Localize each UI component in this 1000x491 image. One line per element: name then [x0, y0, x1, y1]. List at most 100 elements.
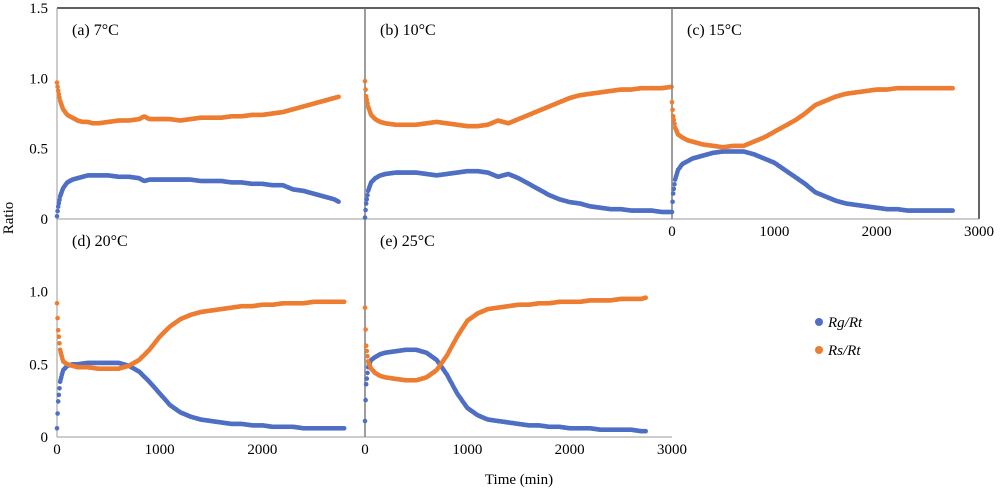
data-point [54, 213, 60, 219]
data-point [363, 94, 369, 99]
y-tick-label: 0 [41, 212, 49, 228]
data-point [55, 399, 61, 404]
panel-label: (e) 25°C [380, 233, 435, 250]
data-point [950, 208, 955, 213]
y-tick-label: 0.5 [29, 142, 48, 158]
y-tick-label: 1.5 [29, 1, 48, 17]
data-point [55, 88, 61, 93]
data-point [336, 199, 341, 204]
data-point [55, 204, 61, 209]
series-rs [54, 299, 347, 372]
data-point [672, 121, 677, 127]
data-point [363, 207, 368, 213]
data-point [672, 182, 677, 187]
data-point [55, 327, 61, 333]
data-point [363, 397, 368, 403]
data-point [669, 209, 675, 215]
panel-label: (c) 15°C [687, 22, 742, 39]
data-point [365, 100, 370, 106]
series-rg [669, 149, 955, 215]
x-tick-label: 1000 [759, 224, 789, 240]
data-point [336, 94, 341, 100]
data-point [56, 334, 62, 340]
data-point [362, 215, 368, 220]
data-point [57, 341, 62, 346]
data-point [362, 418, 368, 424]
data-point [670, 113, 676, 119]
series-rg [54, 173, 341, 219]
data-point [54, 426, 60, 431]
x-tick-label: 1000 [145, 442, 175, 458]
data-point [55, 208, 60, 214]
series-rg [362, 168, 674, 220]
series-rs [669, 85, 955, 150]
panel-label: (d) 20°C [72, 233, 128, 250]
x-tick-label: 3000 [964, 224, 994, 240]
data-point [670, 199, 675, 205]
data-point [57, 197, 62, 203]
x-axis-title: Time (min) [485, 472, 553, 488]
panel-label: (a) 7°C [72, 22, 119, 39]
data-point [950, 85, 955, 91]
data-point [364, 376, 370, 381]
data-point [365, 353, 370, 359]
series-rs [54, 80, 341, 126]
x-tick-label: 2000 [247, 442, 277, 458]
legend-marker-rs [815, 346, 823, 354]
series-rg [54, 360, 347, 431]
data-point [362, 78, 368, 84]
data-point [363, 201, 369, 206]
data-point [364, 348, 370, 354]
series-rg [362, 347, 648, 434]
x-tick-label: 2000 [862, 224, 892, 240]
panels-layer: 0 0.5 1.0 1.5 (a) 7°C (b) 10°C 0 1000 2000 3000 (c… [29, 1, 994, 458]
legend-marker-rg [815, 318, 823, 326]
data-point [365, 370, 370, 376]
panel-1: 0 0.5 1.0 1.5 (a) 7°C [29, 1, 366, 228]
data-point [55, 411, 60, 416]
data-point [671, 186, 677, 192]
y-tick-label: 0 [41, 430, 49, 446]
x-tick-label: 0 [668, 224, 676, 240]
x-tick-label: 1000 [452, 442, 482, 458]
y-axis-title: Ratio [1, 202, 17, 235]
x-tick-label: 0 [53, 442, 61, 458]
data-point [363, 381, 369, 387]
data-point [363, 87, 368, 92]
panel-5: 0 1000 2000 3000 (e) 25°C [361, 219, 687, 458]
x-tick-label: 3000 [657, 442, 687, 458]
data-point [54, 80, 60, 85]
data-point [669, 99, 675, 105]
data-point [55, 84, 60, 90]
y-tick-label: 1.0 [29, 71, 48, 87]
panel-2: (b) 10°C [362, 7, 674, 220]
data-point [670, 191, 676, 196]
data-point [643, 295, 648, 301]
data-point [365, 192, 370, 198]
data-point [362, 305, 368, 311]
data-point [341, 426, 347, 431]
series-rs [362, 295, 648, 383]
data-point [671, 117, 677, 123]
x-tick-label: 0 [361, 442, 369, 458]
data-point [364, 197, 370, 202]
data-point [341, 299, 347, 305]
data-point [57, 386, 62, 391]
data-point [670, 107, 675, 113]
data-point [54, 301, 60, 306]
legend: Rg/Rt Rs/Rt [815, 315, 863, 359]
data-point [643, 428, 648, 434]
panel-4: 0 0.5 1.0 0 1000 2000 (d) 20°C [29, 219, 366, 458]
y-tick-label: 0.5 [29, 357, 48, 373]
data-point [363, 343, 369, 349]
panel-3: 0 1000 2000 3000 (c) 15°C [668, 7, 994, 240]
data-point [56, 392, 62, 398]
legend-label-rs: Rs/Rt [827, 343, 861, 359]
y-tick-label: 1.0 [29, 285, 48, 301]
series-rs [362, 78, 674, 129]
panel-label: (b) 10°C [380, 22, 436, 39]
x-tick-label: 2000 [555, 442, 585, 458]
data-point [363, 327, 368, 332]
legend-label-rg: Rg/Rt [827, 315, 863, 331]
